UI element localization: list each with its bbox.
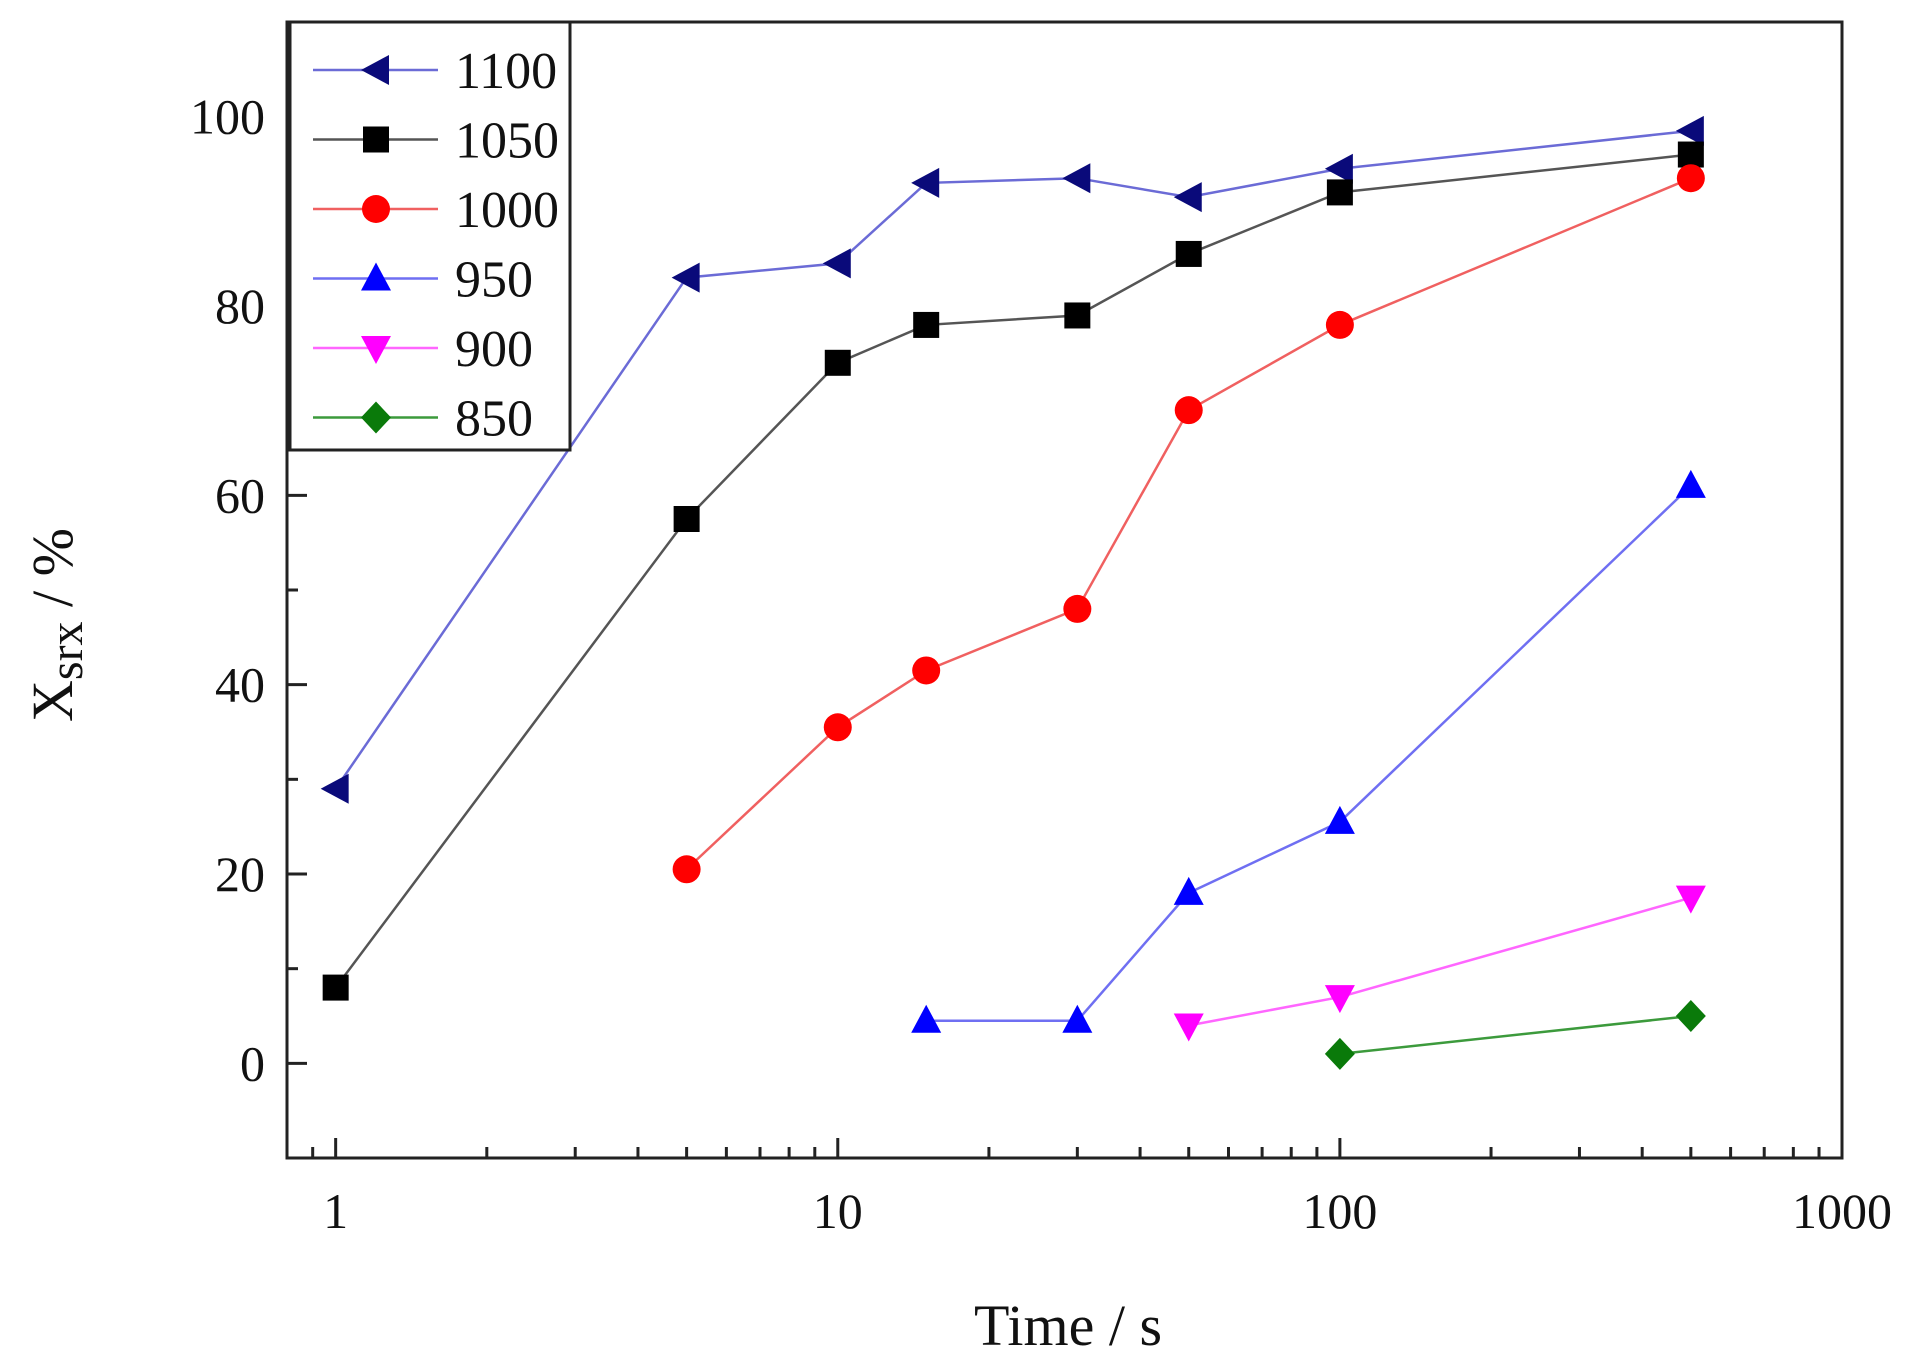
data-point-850 [1675,1000,1706,1032]
data-point-1000 [1676,164,1705,193]
legend-label-950: 950 [455,252,533,309]
series-line-1000 [685,177,1692,871]
legend-label-850: 850 [455,391,533,448]
y-axis-title-unit: / % [20,528,85,621]
data-point-850 [1324,1037,1355,1070]
y-tick-label: 100 [190,89,265,145]
series-line-950 [926,484,1692,1022]
x-axis-title: Time / s [974,1293,1162,1358]
data-point-950 [1324,805,1355,834]
data-point-1050 [1326,179,1353,206]
x-tick-label: 10 [813,1183,863,1239]
data-point-1100 [1324,153,1353,184]
data-point-1000 [1063,594,1092,623]
data-point-1050 [1175,240,1202,267]
data-point-1050 [824,349,851,376]
data-point-1050 [913,311,940,338]
x-tick-label: 100 [1302,1183,1377,1239]
legend-label-900: 900 [455,321,533,378]
data-point-1100 [671,262,700,293]
legend-label-1050: 1050 [455,113,559,170]
legend-box [288,20,572,452]
data-point-950 [1062,1004,1093,1033]
data-point-1100 [1173,182,1202,213]
y-tick-label: 20 [215,846,265,902]
series-line-1050 [334,153,1691,989]
y-axis-title-subscript: srx [40,621,93,680]
legend-marker-850 [361,401,391,434]
legend-marker-1050 [363,126,389,153]
data-point-900 [1173,1013,1204,1042]
data-point-1050 [673,506,700,532]
legend-label-1100: 1100 [455,43,557,100]
y-tick-label: 60 [215,467,265,523]
data-point-950 [1675,469,1706,498]
data-point-1100 [320,773,349,804]
legend-label-1000: 1000 [455,182,559,239]
series-line-900 [1188,896,1692,1027]
data-point-950 [911,1004,942,1033]
legend-marker-950 [361,262,391,291]
data-point-1000 [1325,310,1354,339]
data-point-1100 [1675,115,1704,146]
data-point-1050 [1064,302,1091,329]
data-point-950 [1173,876,1204,905]
legend-marker-1100 [361,55,389,85]
y-tick-label: 0 [240,1035,265,1091]
data-point-1000 [912,656,941,685]
data-point-1050 [1677,141,1704,168]
series-line-850 [1339,1014,1691,1056]
data-point-1000 [823,713,852,742]
x-tick-label: 1000 [1792,1183,1892,1239]
y-axis-title: Xsrx / % [20,528,93,722]
x-tick-label: 1 [323,1183,348,1239]
y-tick-label: 40 [215,657,265,713]
data-point-1050 [322,974,349,1001]
data-point-1100 [1062,163,1091,194]
data-point-1100 [911,167,940,198]
y-axis-title-main: X [20,680,85,722]
legend-marker-900 [361,336,391,364]
data-point-1000 [672,855,701,884]
legend-marker-1000 [362,195,390,223]
data-point-1100 [822,248,851,279]
data-point-900 [1324,985,1355,1014]
data-point-1000 [1174,396,1203,425]
series-line-1100 [334,129,1691,790]
y-tick-label: 80 [215,278,265,334]
data-point-900 [1675,885,1706,914]
